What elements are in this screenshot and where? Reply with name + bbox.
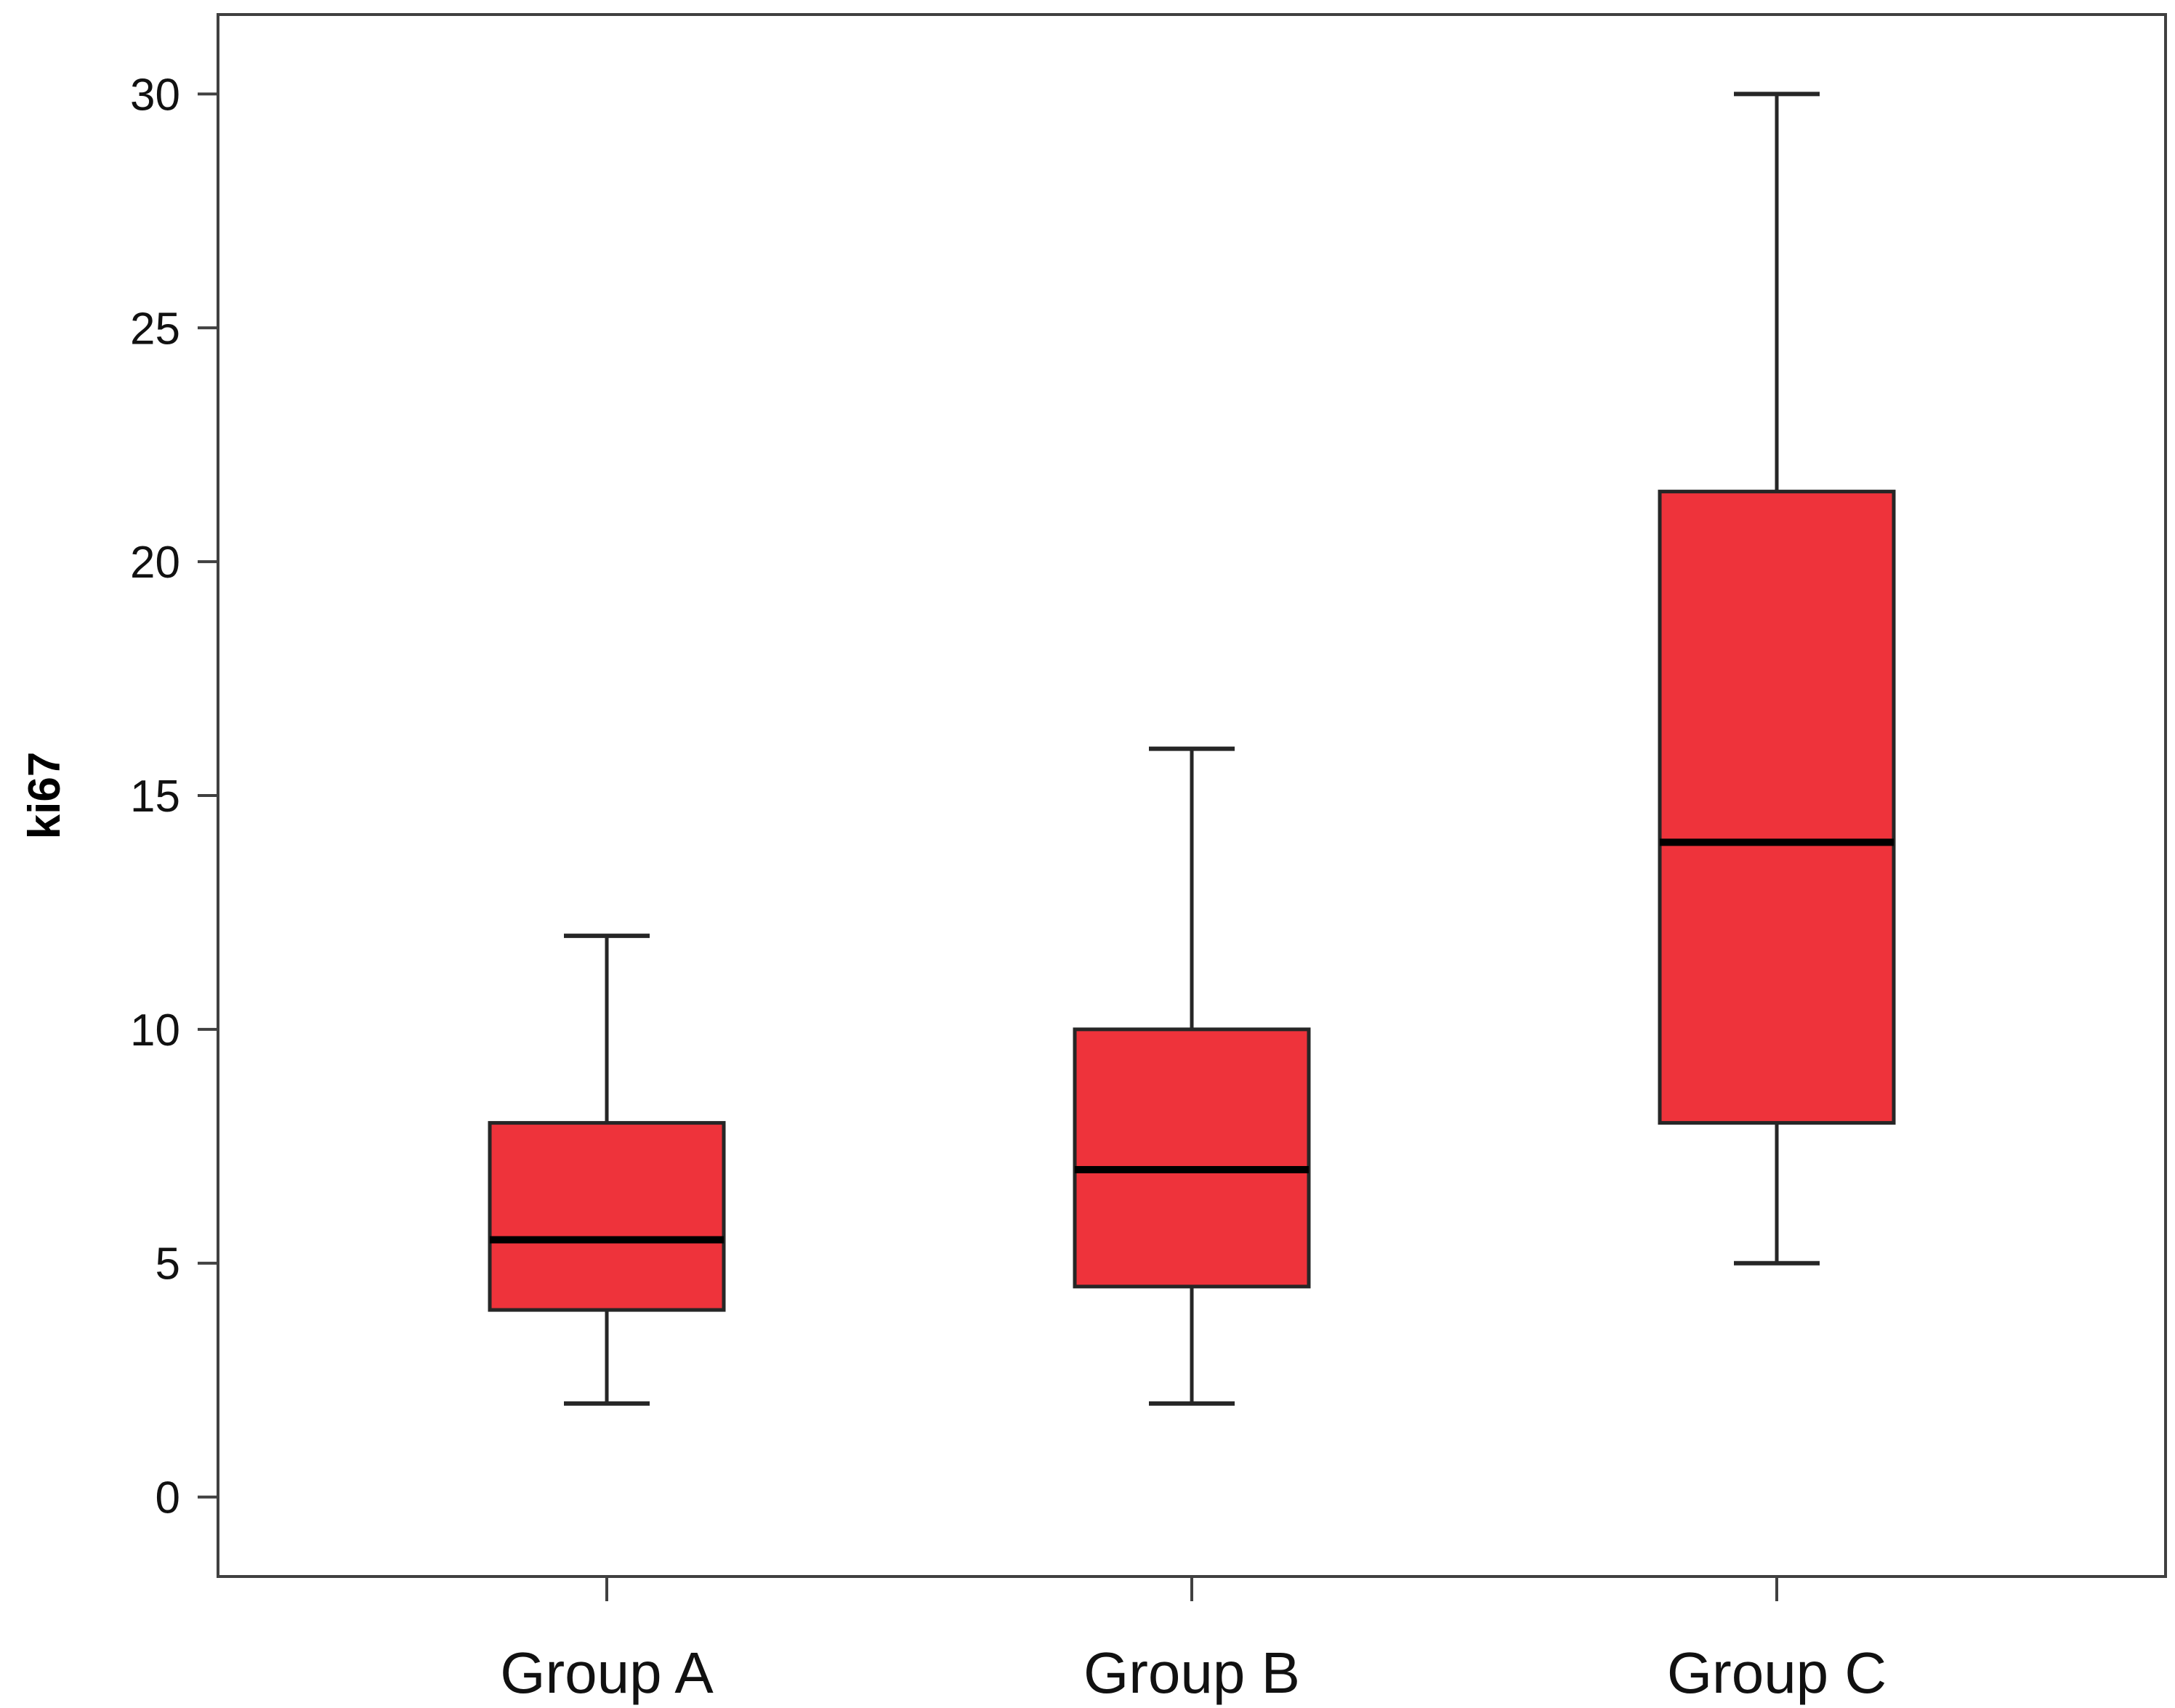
y-tick-label: 15 xyxy=(130,772,180,822)
iqr-box xyxy=(1658,490,1896,1125)
y-tick-label: 25 xyxy=(130,304,180,354)
y-tick-label: 5 xyxy=(156,1239,180,1290)
box-group xyxy=(488,934,726,1406)
y-tick-label: 30 xyxy=(130,70,180,120)
box-group xyxy=(1073,746,1311,1406)
iqr-box xyxy=(488,1121,726,1312)
iqr-box xyxy=(1073,1027,1311,1289)
y-tick-label: 20 xyxy=(130,538,180,588)
boxes-layer xyxy=(488,92,1896,1406)
y-tick-label: 0 xyxy=(156,1473,180,1523)
x-axis: Group A Group B Group C xyxy=(500,1577,1887,1705)
box-group xyxy=(1658,92,1896,1266)
x-category-label: Group A xyxy=(500,1640,714,1705)
x-category-label: Group B xyxy=(1084,1640,1300,1705)
y-tick-label: 10 xyxy=(130,1005,180,1056)
y-axis-title: ki67 xyxy=(20,752,70,840)
x-category-label: Group C xyxy=(1667,1640,1887,1705)
y-axis: 0 5 10 15 20 25 30 xyxy=(130,70,218,1523)
